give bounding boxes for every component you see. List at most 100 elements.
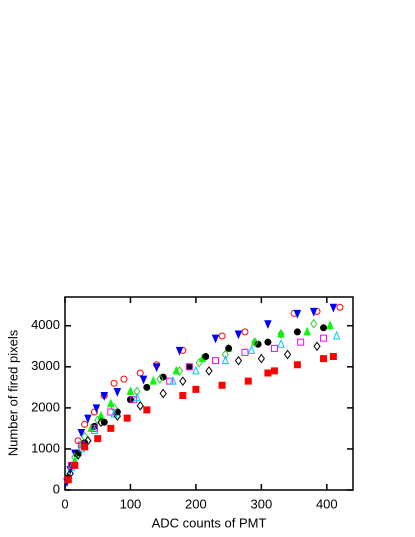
data-point	[303, 326, 311, 336]
data-point	[94, 435, 102, 443]
y-tick-label: 2000	[31, 399, 60, 414]
data-point	[211, 334, 220, 344]
data-point	[113, 387, 122, 397]
data-point	[320, 334, 328, 342]
data-point	[107, 408, 115, 416]
y-tick-label: 3000	[31, 358, 60, 373]
data-point	[270, 344, 278, 352]
data-point	[234, 330, 243, 340]
data-point	[221, 355, 230, 365]
data-point	[97, 417, 105, 428]
data-point	[270, 367, 278, 375]
data-point	[143, 383, 151, 391]
data-point	[326, 320, 334, 330]
y-tick-label: 1000	[31, 440, 60, 455]
data-point	[107, 398, 115, 408]
data-point	[205, 366, 213, 376]
data-point	[225, 344, 233, 352]
data-point	[320, 324, 328, 332]
y-tick-label: 0	[53, 481, 60, 496]
data-point	[336, 303, 344, 311]
data-point	[133, 392, 141, 402]
data-point	[90, 424, 98, 432]
data-point	[152, 363, 161, 373]
data-point	[81, 443, 89, 451]
x-tick-label: 200	[185, 496, 207, 511]
data-point	[159, 373, 167, 381]
data-point	[159, 388, 167, 399]
data-point	[107, 424, 115, 432]
data-point	[64, 476, 72, 484]
data-point	[185, 363, 193, 371]
data-point	[202, 353, 210, 360]
data-point	[221, 349, 229, 360]
data-point	[329, 303, 338, 313]
data-point	[218, 381, 226, 389]
data-point	[113, 411, 121, 421]
data-point	[143, 406, 151, 414]
data-point	[254, 340, 262, 348]
data-point	[169, 375, 177, 385]
data-point	[218, 332, 226, 340]
data-point	[126, 386, 135, 395]
data-point	[257, 353, 265, 364]
x-tick-label: 100	[120, 496, 142, 511]
data-point	[71, 461, 79, 469]
data-point	[84, 414, 92, 424]
data-point	[264, 320, 272, 329]
data-point	[92, 404, 101, 414]
x-tick-label: 400	[316, 496, 338, 511]
data-point	[175, 346, 184, 356]
data-point	[185, 363, 193, 371]
data-point	[195, 357, 203, 368]
y-tick-label: 4000	[31, 317, 60, 332]
data-point	[136, 369, 144, 377]
data-point	[309, 307, 318, 317]
data-point	[264, 369, 272, 377]
data-point	[192, 385, 200, 393]
data-point	[244, 377, 252, 385]
data-point	[293, 309, 302, 319]
data-point	[332, 330, 341, 340]
data-point	[247, 345, 256, 354]
data-point	[77, 429, 86, 438]
data-point	[130, 396, 138, 404]
data-point	[120, 375, 128, 383]
data-point	[241, 328, 249, 336]
data-point	[297, 338, 305, 346]
data-point	[329, 353, 337, 361]
data-point	[192, 365, 200, 375]
data-point	[97, 410, 105, 420]
data-point	[123, 414, 131, 422]
x-tick-label: 300	[251, 496, 273, 511]
data-point	[277, 338, 285, 348]
data-point	[90, 425, 99, 434]
plot-frame	[64, 296, 354, 491]
data-point	[94, 415, 102, 426]
data-point	[251, 337, 259, 348]
data-point	[90, 408, 98, 416]
data-point	[277, 329, 285, 339]
data-point	[136, 400, 144, 411]
data-point	[110, 408, 118, 418]
data-point	[179, 392, 187, 400]
data-point	[320, 355, 328, 363]
data-point	[293, 361, 301, 369]
data-point	[133, 386, 141, 397]
data-point	[293, 328, 301, 336]
data-point	[179, 376, 187, 387]
data-point	[139, 375, 148, 385]
data-point	[264, 338, 272, 346]
data-point	[310, 318, 318, 329]
y-axis-label: Number of fired pixels	[5, 329, 20, 456]
x-tick-label: 0	[61, 496, 68, 511]
data-point	[100, 392, 109, 401]
data-point	[313, 341, 321, 352]
data-point	[175, 366, 184, 376]
data-point	[74, 450, 82, 460]
data-point	[156, 374, 164, 384]
data-point	[81, 420, 89, 428]
data-point	[110, 379, 118, 387]
data-point	[241, 348, 249, 356]
